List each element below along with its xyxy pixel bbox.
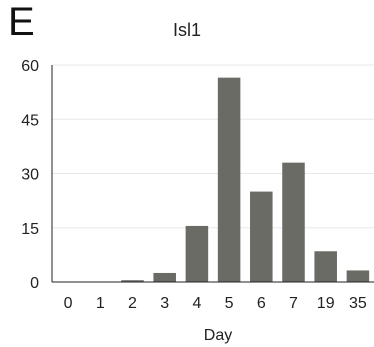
x-tick-label: 0 xyxy=(64,295,73,312)
bar-day-3 xyxy=(153,272,176,282)
y-tick-labels: 0 15 30 45 60 xyxy=(21,58,39,292)
x-tick-labels: 0 1 2 3 4 5 6 7 19 35 xyxy=(64,295,367,312)
bar-day-2 xyxy=(121,280,144,282)
y-tick-label: 60 xyxy=(21,58,39,75)
bar-day-4 xyxy=(185,225,209,282)
x-tick-label: 2 xyxy=(128,295,137,312)
x-axis-label: Day xyxy=(204,327,232,344)
bars xyxy=(121,77,370,283)
x-tick-label: 4 xyxy=(192,295,201,312)
y-tick-label: 0 xyxy=(30,275,39,292)
grid-lines xyxy=(52,64,374,229)
y-tick-label: 15 xyxy=(21,221,39,238)
y-tick-label: 30 xyxy=(21,167,39,184)
panel-letter: E xyxy=(8,0,35,44)
x-tick-label: 19 xyxy=(317,295,335,312)
axes xyxy=(51,65,374,283)
x-tick-label: 1 xyxy=(96,295,105,312)
x-tick-label: 7 xyxy=(289,295,298,312)
bar-day-35 xyxy=(346,270,370,282)
x-tick-label: 3 xyxy=(160,295,169,312)
y-tick-label: 45 xyxy=(21,112,39,129)
chart-title: Isl1 xyxy=(172,20,201,40)
bar-day-5 xyxy=(217,77,241,283)
x-tick-label: 5 xyxy=(225,295,234,312)
bar-day-6 xyxy=(250,191,273,282)
bar-day-19 xyxy=(314,251,337,282)
x-tick-label: 35 xyxy=(349,295,367,312)
bar-day-7 xyxy=(282,162,305,282)
x-tick-label: 6 xyxy=(257,295,266,312)
